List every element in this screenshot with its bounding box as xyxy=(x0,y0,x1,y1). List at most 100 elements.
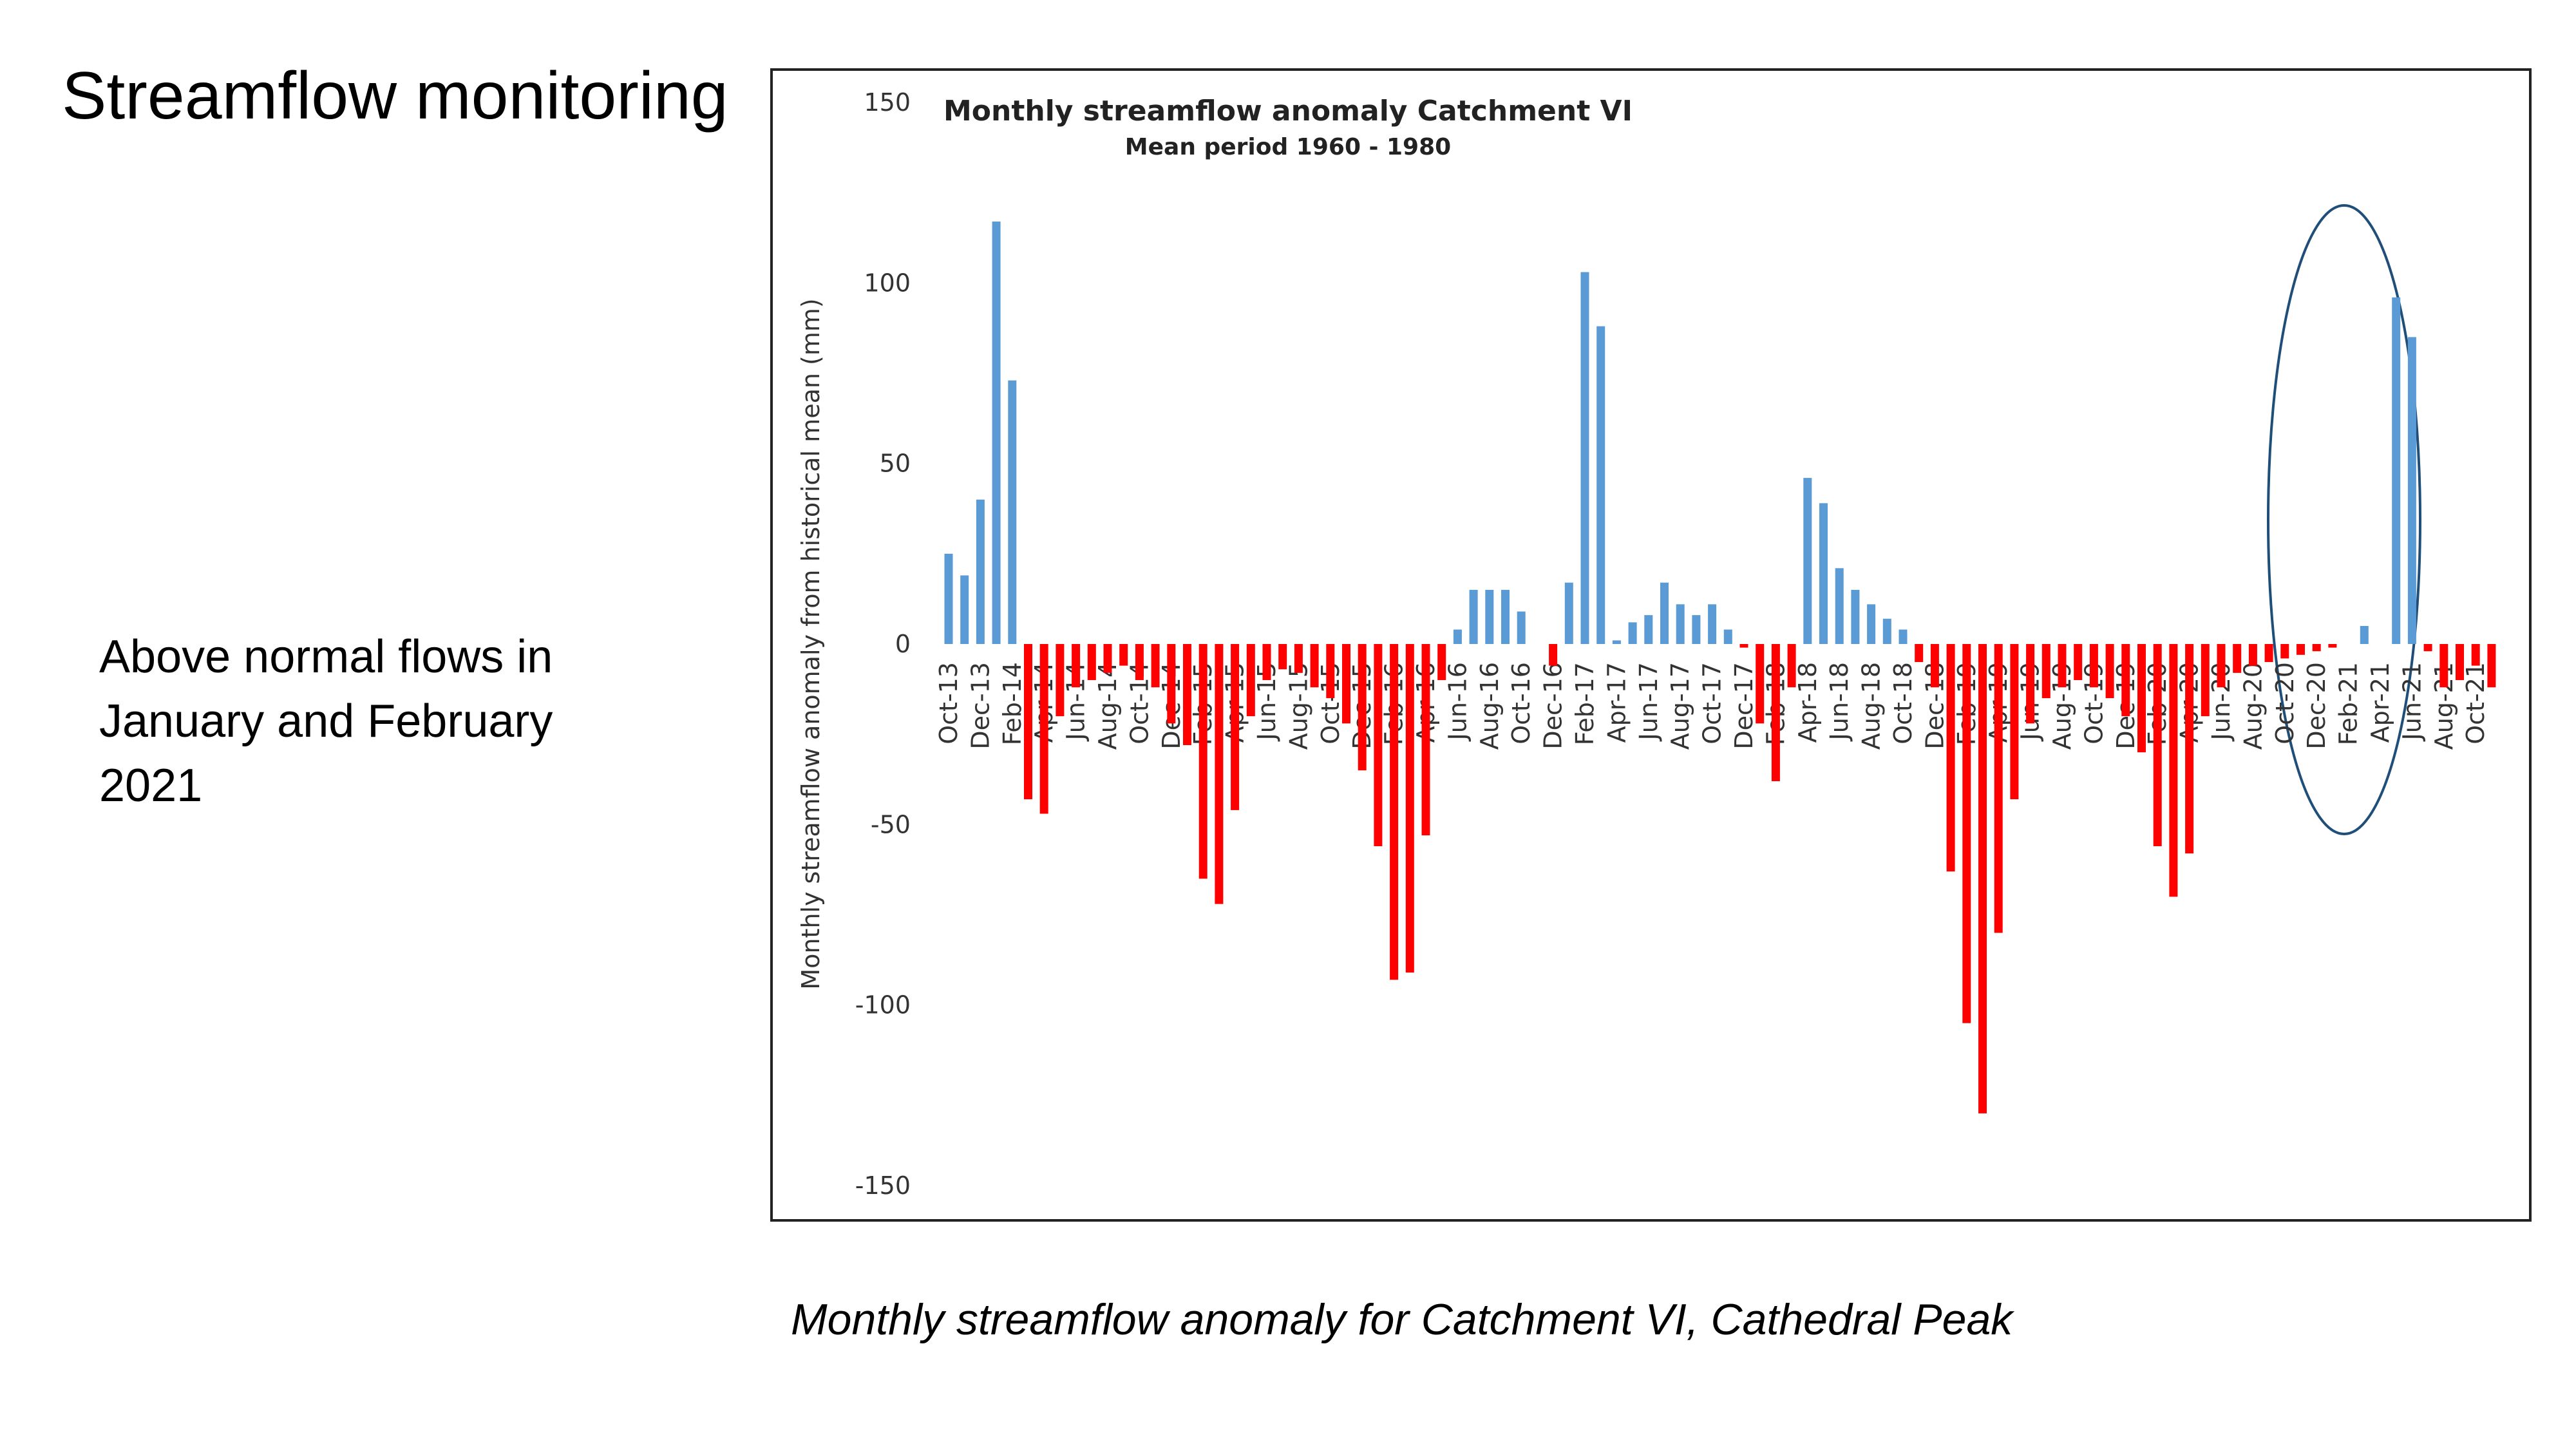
bar xyxy=(1549,644,1558,666)
bar xyxy=(2471,644,2480,666)
bar xyxy=(1978,644,1987,1113)
bar xyxy=(1072,644,1081,688)
bar xyxy=(1946,644,1955,872)
x-tick-label: Aug-17 xyxy=(1666,662,1694,750)
x-tick-label: Dec-13 xyxy=(966,662,994,750)
bar xyxy=(1278,644,1287,670)
bar xyxy=(1612,640,1621,644)
bar xyxy=(1739,644,1748,648)
bar xyxy=(2041,644,2050,699)
bar xyxy=(2105,644,2114,699)
bar xyxy=(2201,644,2210,717)
chart-subtitle: Mean period 1960 - 1980 xyxy=(1125,134,1451,160)
x-tick-label: Jun-18 xyxy=(1825,662,1853,741)
bar xyxy=(1405,644,1414,973)
y-tick-label: 0 xyxy=(895,630,911,658)
bar xyxy=(1723,629,1732,644)
bar xyxy=(1326,644,1335,699)
bar xyxy=(1183,644,1191,745)
bar xyxy=(1994,644,2003,933)
x-tick-label: Apr-17 xyxy=(1602,662,1631,743)
bar xyxy=(1342,644,1350,724)
x-tick-label: Oct-21 xyxy=(2461,662,2490,744)
bar xyxy=(2137,644,2146,753)
bar xyxy=(1771,644,1780,782)
x-tick-label: Oct-13 xyxy=(934,662,963,744)
bar xyxy=(1024,644,1032,800)
x-tick-label: Oct-18 xyxy=(1889,662,1917,744)
y-tick-label: -150 xyxy=(855,1171,911,1200)
highlight-ellipse xyxy=(2267,204,2421,835)
x-tick-label: Dec-17 xyxy=(1730,662,1758,750)
x-tick-label: Jun-21 xyxy=(2398,662,2426,741)
bar xyxy=(1246,644,1255,717)
bar xyxy=(2185,644,2194,854)
bar xyxy=(1103,644,1112,673)
bar xyxy=(1056,644,1065,717)
x-tick-label: Jun-16 xyxy=(1443,662,1472,741)
x-tick-label: Dec-20 xyxy=(2302,662,2331,750)
bar xyxy=(2360,625,2369,644)
bar xyxy=(1390,644,1399,980)
bar xyxy=(1374,644,1383,846)
bar xyxy=(2026,644,2035,724)
y-tick-label: 50 xyxy=(880,450,911,478)
bar xyxy=(1135,644,1144,681)
bar xyxy=(1851,589,1860,644)
bar xyxy=(2089,644,2098,688)
x-tick-label: Aug-18 xyxy=(1857,662,1886,750)
x-tick-label: Jun-17 xyxy=(1634,662,1663,741)
bar xyxy=(1756,644,1765,724)
bar xyxy=(2297,644,2305,655)
bar xyxy=(1628,622,1637,644)
bar xyxy=(1119,644,1128,666)
x-tick-label: Feb-21 xyxy=(2334,662,2363,745)
x-tick-label: Feb-14 xyxy=(998,662,1027,745)
bar xyxy=(1485,589,1494,644)
bar xyxy=(2280,644,2289,659)
bar xyxy=(1915,644,1924,663)
bar xyxy=(1421,644,1430,836)
bar xyxy=(2248,644,2257,666)
bar xyxy=(1962,644,1971,1023)
bar xyxy=(1517,611,1526,644)
x-tick-label: Apr-21 xyxy=(2366,662,2394,743)
bar xyxy=(1437,644,1446,681)
bar xyxy=(1008,380,1017,644)
bar xyxy=(2010,644,2019,800)
bar xyxy=(1660,582,1669,644)
bar xyxy=(2328,644,2337,648)
x-tick-label: Dec-16 xyxy=(1539,662,1567,750)
caption: Monthly streamflow anomaly for Catchment… xyxy=(791,1295,2013,1344)
bar xyxy=(1039,644,1048,814)
bar xyxy=(960,575,969,644)
bar xyxy=(1310,644,1319,688)
bar xyxy=(2392,297,2401,644)
bar xyxy=(1692,615,1701,644)
x-tick-label: Aug-20 xyxy=(2239,662,2267,750)
bar xyxy=(1835,568,1844,644)
bar xyxy=(1787,644,1796,688)
bar xyxy=(1469,589,1478,644)
bar xyxy=(1294,644,1303,673)
bar xyxy=(1644,615,1653,644)
bar xyxy=(1231,644,1240,810)
bar xyxy=(1803,478,1812,644)
x-tick-label: Aug-14 xyxy=(1094,662,1122,750)
bar xyxy=(1453,629,1462,644)
bar xyxy=(1708,604,1717,644)
chart-title: Monthly streamflow anomaly Catchment VI xyxy=(943,95,1633,128)
bar xyxy=(2407,337,2416,644)
y-tick-label: 100 xyxy=(864,269,911,297)
bar xyxy=(2439,644,2448,688)
x-tick-label: Aug-15 xyxy=(1284,662,1312,750)
x-tick-label: Aug-16 xyxy=(1475,662,1504,750)
bar xyxy=(1198,644,1208,879)
x-tick-label: Oct-20 xyxy=(2271,662,2299,744)
bar xyxy=(1899,629,1908,644)
y-tick-label: -50 xyxy=(871,810,911,838)
x-tick-label: Oct-16 xyxy=(1507,662,1535,744)
slide-title: Streamflow monitoring xyxy=(62,59,728,133)
bar xyxy=(2217,644,2226,688)
